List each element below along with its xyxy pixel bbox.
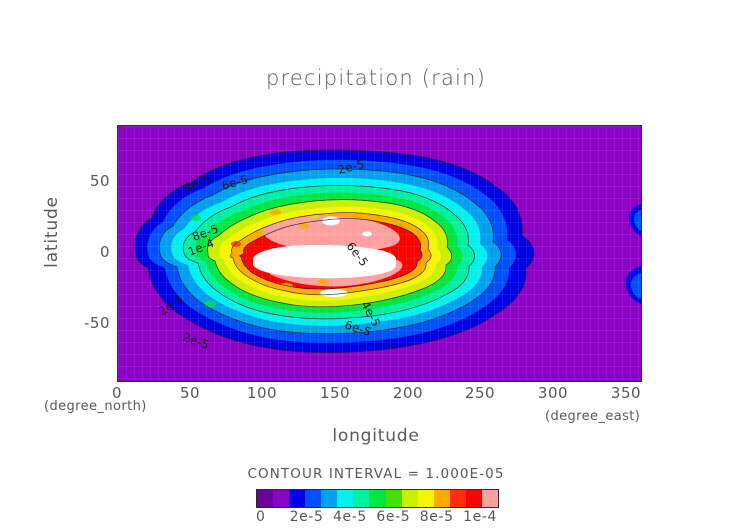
x-tick-100: 100 (246, 384, 278, 402)
page-title: precipitation (rain) (265, 66, 486, 90)
legend-tick-4e-5: 4e-5 (333, 509, 367, 525)
color-legend (256, 489, 499, 508)
y-tick-0: 0 (99, 243, 110, 261)
legend-tick-8e-5: 8e-5 (419, 509, 454, 525)
x-tick-350: 350 (610, 384, 642, 402)
y-axis-unit: (degree_north) (44, 399, 147, 414)
color-legend-swatch-4 (321, 490, 338, 507)
legend-tick-2e-5: 2e-5 (289, 509, 324, 525)
legend-tick-0: 0 (256, 509, 266, 525)
color-legend-swatch-0 (257, 490, 274, 507)
color-legend-swatch-12 (449, 490, 466, 507)
color-legend-swatch-2 (289, 490, 306, 507)
contour-interval-caption: CONTOUR INTERVAL = 1.000E-05 (247, 466, 505, 482)
color-legend-swatch-10 (417, 490, 434, 507)
contour-plot-area: 4e-5 6e-5 2e-5 8e-5 1e-4 6e-5 4e-5 6e-5 … (117, 125, 642, 382)
y-axis-title: latitude (42, 196, 62, 268)
color-legend-ticks: 0 2e-5 4e-5 6e-5 8e-5 1e-4 (256, 509, 497, 529)
x-axis-title: longitude (332, 426, 420, 446)
color-legend-swatch-8 (385, 490, 402, 507)
x-axis-unit: (degree_east) (545, 409, 641, 424)
color-legend-swatch-3 (305, 490, 322, 507)
x-tick-150: 150 (319, 384, 351, 402)
color-legend-swatch-6 (353, 490, 370, 507)
legend-tick-1e-4: 1e-4 (463, 509, 498, 525)
color-legend-swatch-7 (369, 490, 386, 507)
color-legend-swatch-5 (337, 490, 354, 507)
legend-tick-6e-5: 6e-5 (376, 509, 411, 525)
color-legend-swatch-11 (433, 490, 450, 507)
contour-field: 4e-5 6e-5 2e-5 8e-5 1e-4 6e-5 4e-5 6e-5 … (118, 126, 641, 381)
x-tick-0: 0 (111, 384, 123, 402)
x-tick-300: 300 (537, 384, 569, 402)
x-tick-250: 250 (464, 384, 496, 402)
color-legend-swatch-14 (481, 490, 498, 507)
x-tick-50: 50 (179, 384, 201, 402)
color-legend-swatch-1 (273, 490, 290, 507)
y-tick-neg50: -50 (84, 314, 110, 332)
x-tick-200: 200 (392, 384, 424, 402)
y-tick-50: 50 (89, 172, 110, 190)
contour-label: 2e-5 (336, 157, 366, 177)
y-tick-group: 50 0 -50 (60, 125, 110, 380)
color-legend-swatch-9 (401, 490, 418, 507)
color-legend-swatch-13 (465, 490, 482, 507)
